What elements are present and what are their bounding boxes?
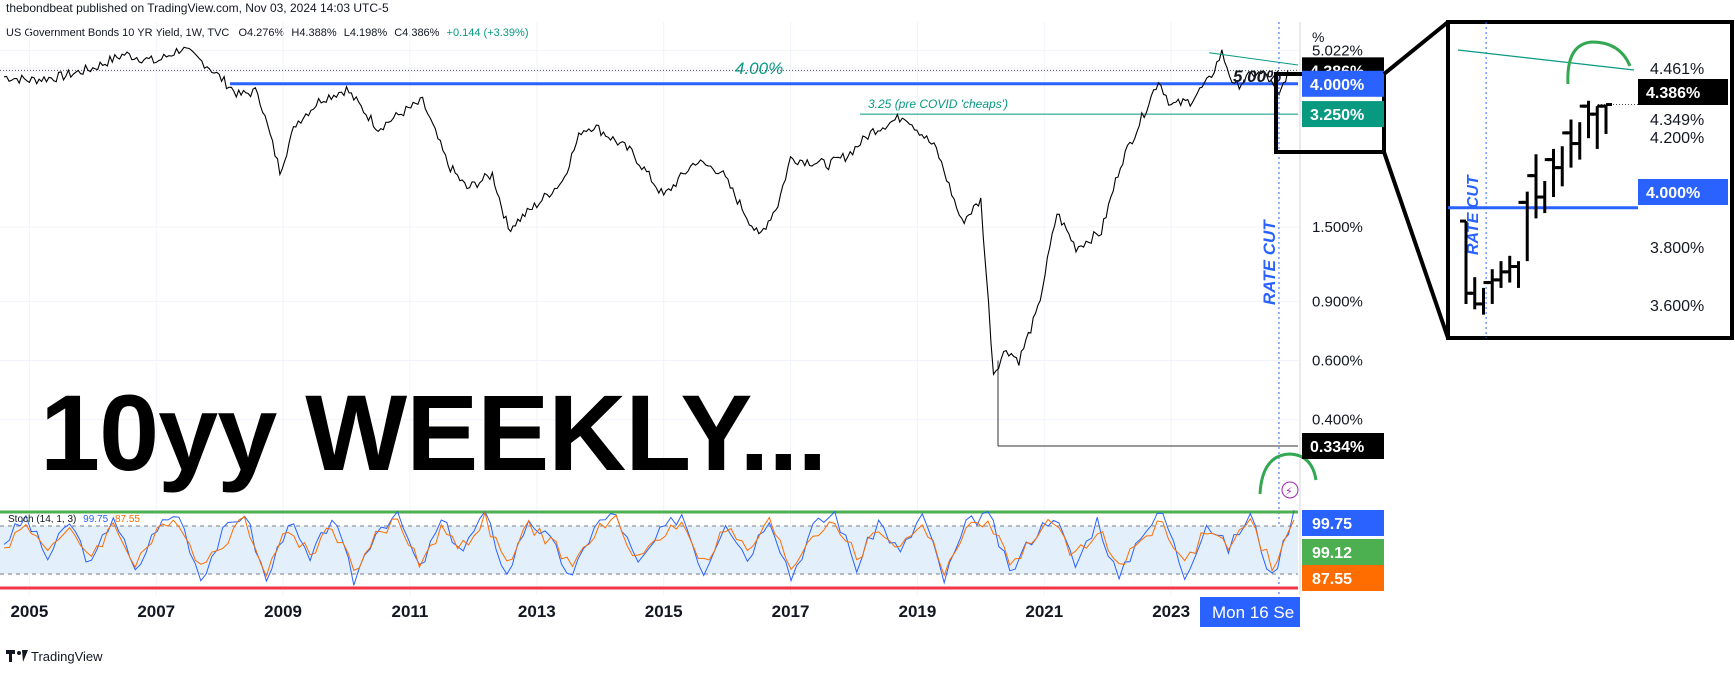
main-grid	[0, 22, 1298, 595]
time-tick-label: 2017	[772, 602, 810, 621]
annotation-5pct: 5.00%	[1233, 67, 1281, 86]
time-axis: 2005 2007 2009 2011 2013 2015 2017 2019 2021 2023	[10, 602, 1190, 621]
level-label-325: 3.25 (pre COVID 'cheaps')	[868, 97, 1008, 111]
stoch-price-label: 99.75	[1312, 516, 1352, 533]
stoch-k-value: 99.75	[83, 514, 108, 525]
green-hook-curve	[1258, 452, 1318, 495]
stoch-k-line	[3, 510, 1295, 586]
price-tick-label: 5.022%	[1312, 43, 1363, 60]
ohlc-open: O4.276%	[238, 27, 284, 39]
trend-line	[1209, 52, 1299, 66]
overlay-title: 10yy WEEKLY...	[40, 372, 827, 493]
level-lines: 4.00% 3.25 (pre COVID 'cheaps')	[0, 59, 1298, 447]
inset-price-label-bg	[1638, 179, 1728, 205]
zoom-inset: RATE CUT 4.461% 4.386% 4.349%4.200% 4.000% 3.…	[1382, 20, 1734, 340]
stoch-title: Stoch (14, 1, 3)	[8, 514, 76, 525]
inset-green-hook	[1566, 40, 1632, 85]
time-tick-label: 2023	[1152, 602, 1190, 621]
rate-cut-label: RATE CUT	[1260, 219, 1279, 305]
inset-price-tick: 3.600%	[1650, 298, 1704, 315]
symbol-line: US Government Bonds 10 YR Yield, 1W, TVC…	[6, 27, 528, 39]
axis-unit: %	[1312, 29, 1324, 45]
inset-price-tick: 4.461%	[1650, 61, 1704, 78]
stoch-label-bg	[1302, 565, 1384, 591]
stoch-label-bg	[1302, 539, 1384, 565]
inset-price-tick: 4.200%	[1650, 130, 1704, 147]
stoch-d-line	[3, 510, 1295, 578]
time-tick-label: 2019	[898, 602, 936, 621]
time-tick-label: 2005	[10, 602, 48, 621]
ohlc-change: +0.144 (+3.39%)	[447, 27, 529, 39]
inset-price-tick: 4.349%	[1650, 112, 1704, 129]
price-label: 3.250%	[1310, 107, 1364, 124]
price-tick-label: 0.900%	[1312, 293, 1363, 310]
inset-price-label: 4.386%	[1646, 85, 1700, 102]
level-label-4pct: 4.00%	[735, 59, 783, 78]
yield-line	[3, 46, 1289, 376]
price-label: 4.000%	[1310, 77, 1364, 94]
zoom-connector-top	[1382, 20, 1450, 76]
ohlc-high: H4.388%	[291, 27, 336, 39]
footer-brand: TradingView	[31, 649, 103, 664]
zoom-connector-bottom	[1382, 151, 1450, 339]
ohlc-low: L4.198%	[344, 27, 388, 39]
date-badge-bg	[1200, 597, 1300, 627]
price-label-bg	[1302, 433, 1384, 459]
price-tick-label: 1.500%	[1312, 219, 1363, 236]
price-axis-labels: 4.386%4.000%3.250%0.334%	[1302, 57, 1384, 459]
inset-price-label: 4.000%	[1646, 185, 1700, 202]
time-tick-label: 2009	[264, 602, 302, 621]
inset-price-tick: 3.800%	[1650, 240, 1704, 257]
price-label-bg	[1302, 101, 1384, 128]
time-tick-label: 2015	[645, 602, 683, 621]
date-badge: Mon 16 Se	[1212, 603, 1294, 622]
ohlc-close: C4.386%	[394, 27, 439, 39]
price-label-bg	[1302, 70, 1384, 97]
inset-price-label-bg	[1638, 79, 1728, 105]
stoch-price-label: 99.12	[1312, 545, 1352, 562]
stoch-legend: Stoch (14, 1, 3) 99.75 87.55	[8, 514, 140, 525]
inset-rate-cut-label: RATE CUT	[1465, 174, 1482, 255]
stoch-label-bg	[1302, 510, 1384, 536]
time-tick-label: 2011	[392, 602, 429, 621]
price-axis-ticks: 5.022%4.461%4.349%1.500%0.900%0.600%0.40…	[1312, 43, 1363, 429]
symbol-name: US Government Bonds 10 YR Yield, 1W, TVC	[6, 27, 229, 39]
event-bolt: ⚡	[1285, 486, 1293, 498]
publish-line: thebondbeat published on TradingView.com…	[6, 1, 389, 15]
time-tick-label: 2013	[518, 602, 556, 621]
stoch-d-value: 87.55	[115, 514, 140, 525]
stoch-pane: 99.75 99.12 87.55	[0, 510, 1384, 591]
price-tick-label: 0.400%	[1312, 412, 1363, 429]
inset-trend-line	[1457, 49, 1635, 71]
stoch-price-label: 87.55	[1312, 571, 1352, 588]
price-series	[3, 46, 1289, 376]
price-label: 0.334%	[1310, 439, 1364, 456]
tradingview-logo-icon	[6, 650, 28, 662]
event-icon	[1281, 481, 1299, 499]
time-tick-label: 2021	[1025, 602, 1063, 621]
price-tick-label: 0.600%	[1312, 353, 1363, 370]
time-tick-label: 2007	[137, 602, 175, 621]
